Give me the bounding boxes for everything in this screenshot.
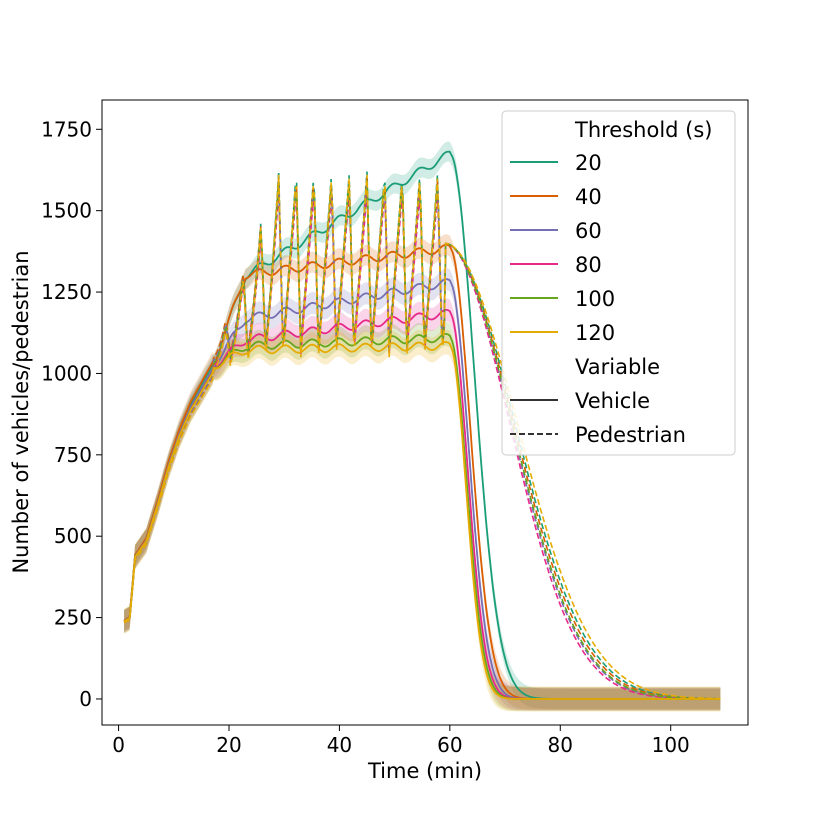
legend-label-60: 60 <box>575 219 602 243</box>
y-tick-label: 250 <box>54 606 92 630</box>
legend-frame <box>501 110 736 456</box>
y-tick-label: 1000 <box>41 361 92 385</box>
y-tick-label: 1500 <box>41 199 92 223</box>
legend-vehicle-label: Vehicle <box>575 389 650 413</box>
x-tick-label: 80 <box>548 733 573 757</box>
x-axis-label: Time (min) <box>367 759 482 783</box>
vehicle-line-120 <box>123 341 721 700</box>
y-tick-label: 0 <box>79 687 92 711</box>
legend-pedestrian-label: Pedestrian <box>575 423 686 447</box>
legend-label-100: 100 <box>575 287 615 311</box>
legend-style-title: Variable <box>575 355 660 379</box>
legend-label-120: 120 <box>575 321 615 345</box>
y-tick-label: 750 <box>54 443 92 467</box>
series-lines <box>123 150 721 700</box>
y-tick-label: 1750 <box>41 117 92 141</box>
x-tick-label: 0 <box>112 733 125 757</box>
pedestrian-line-100 <box>123 181 721 700</box>
y-tick-label: 500 <box>54 524 92 548</box>
legend-label-40: 40 <box>575 185 602 209</box>
y-axis-ticks: 0 250 500 750 1000 1250 1500 1750 <box>41 117 102 711</box>
legend: Threshold (s) 20 40 60 80 100 120 Variable Ve… <box>501 110 736 456</box>
x-tick-label: 60 <box>437 733 462 757</box>
plot-frame <box>101 99 749 726</box>
legend-label-20: 20 <box>575 151 602 175</box>
x-tick-label: 20 <box>216 733 241 757</box>
x-tick-label: 100 <box>652 733 690 757</box>
x-tick-label: 40 <box>327 733 352 757</box>
legend-hue-title: Threshold (s) <box>574 118 713 142</box>
legend-label-80: 80 <box>575 253 602 277</box>
pedestrian-line-80 <box>123 191 721 700</box>
y-tick-label: 1250 <box>41 280 92 304</box>
y-axis-label: Number of vehicles/pedestrian <box>9 250 33 573</box>
x-axis-ticks: 0 20 40 60 80 100 <box>112 725 690 757</box>
